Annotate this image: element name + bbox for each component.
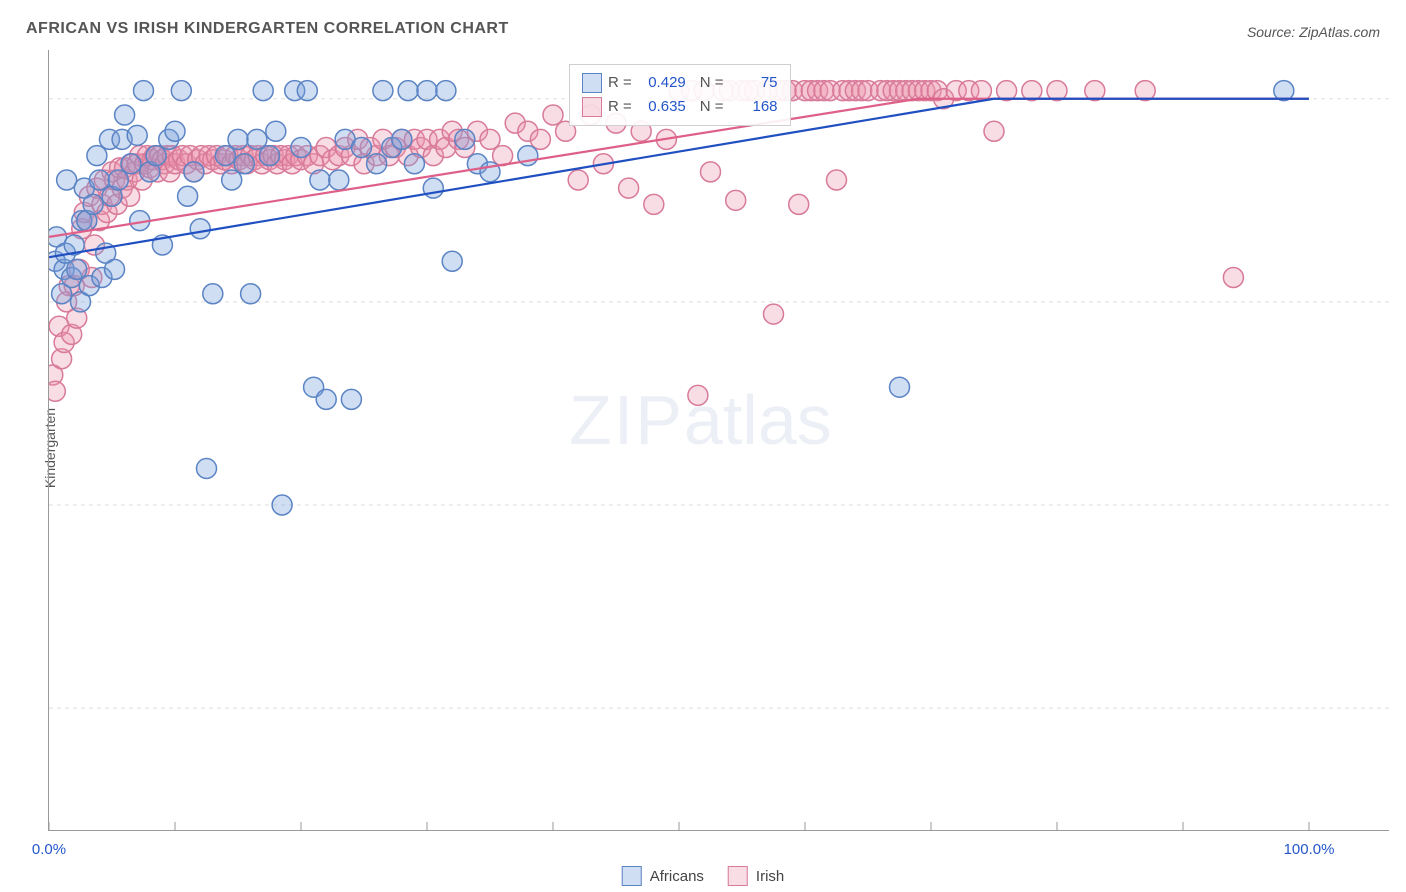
- source-label: Source: ZipAtlas.com: [1247, 24, 1380, 40]
- legend-item-irish: Irish: [728, 866, 784, 886]
- swatch-africans: [582, 73, 602, 93]
- swatch-irish: [728, 866, 748, 886]
- swatch-irish: [582, 97, 602, 117]
- x-tick-label: 0.0%: [32, 841, 66, 858]
- stats-legend: R = 0.429 N = 75 R = 0.635 N = 168: [569, 64, 791, 126]
- stats-legend-row: R = 0.429 N = 75: [582, 71, 778, 95]
- plot-area: ZIPatlas R = 0.429 N = 75 R = 0.635 N = …: [48, 50, 1389, 831]
- stats-legend-row: R = 0.635 N = 168: [582, 95, 778, 119]
- swatch-africans: [622, 866, 642, 886]
- scatter-chart-svg: [49, 50, 1389, 830]
- bottom-legend: Africans Irish: [622, 866, 785, 886]
- legend-item-africans: Africans: [622, 866, 704, 886]
- chart-title: AFRICAN VS IRISH KINDERGARTEN CORRELATIO…: [26, 20, 509, 38]
- x-tick-label: 100.0%: [1284, 841, 1335, 858]
